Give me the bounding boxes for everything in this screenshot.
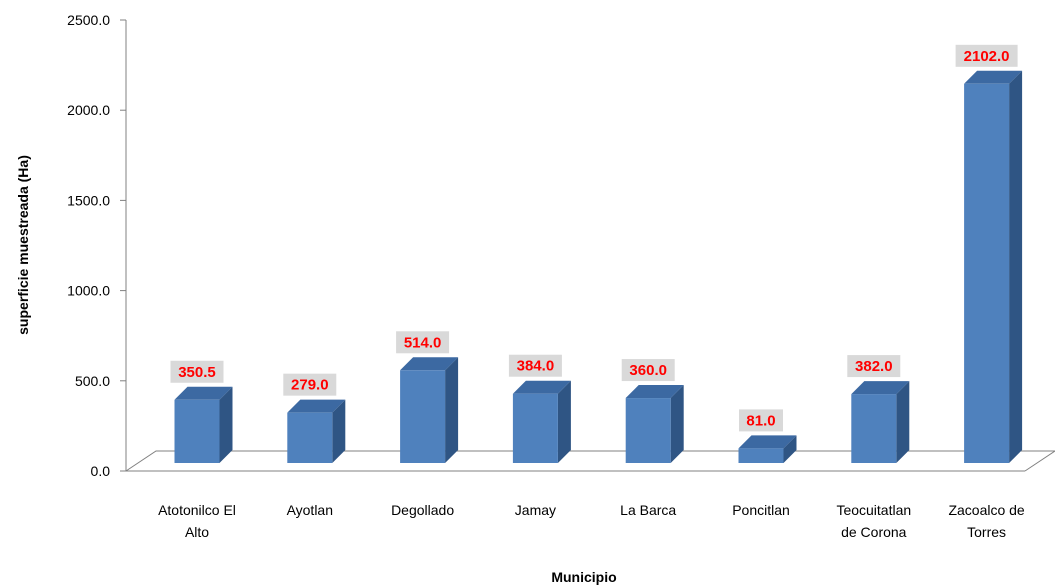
data-label: 350.5: [178, 364, 216, 381]
data-label-bg: [396, 331, 450, 354]
data-label: 2102.0: [964, 48, 1010, 65]
bar-top: [400, 357, 459, 371]
bar-side: [557, 380, 571, 463]
data-label-bg: [621, 359, 675, 382]
bar-top: [738, 435, 797, 449]
x-axis-title: Municipio: [551, 569, 616, 585]
y-tick-label: 2500.0: [67, 12, 110, 28]
x-tick-label: Atotonilco El: [158, 502, 236, 518]
data-label-bg: [739, 409, 783, 432]
y-tick-label: 1000.0: [67, 283, 110, 299]
data-label-bg: [170, 360, 224, 383]
y-axis-title: superficie muestreada (Ha): [15, 155, 31, 335]
data-label: 382.0: [855, 358, 893, 375]
data-label: 279.0: [291, 377, 329, 394]
bar-top: [174, 386, 233, 400]
data-label: 514.0: [404, 334, 442, 351]
bar: [287, 412, 333, 463]
y-tick-label: 500.0: [75, 373, 110, 389]
data-label: 81.0: [746, 412, 775, 429]
bar-top: [512, 380, 571, 394]
data-label-bg: [847, 355, 901, 378]
x-tick-label: Ayotlan: [287, 502, 333, 518]
bar-top: [625, 385, 684, 399]
bar-side: [445, 357, 459, 463]
bar-side: [896, 381, 910, 463]
data-label: 360.0: [629, 362, 667, 379]
floor-right-edge: [1024, 450, 1055, 472]
x-tick-label: de Corona: [841, 524, 907, 540]
bar-side: [783, 435, 797, 463]
bar: [964, 83, 1010, 464]
x-tick-label: Alto: [185, 524, 209, 540]
bar-side: [219, 386, 233, 463]
bar-side: [332, 399, 346, 463]
x-tick-label: La Barca: [620, 502, 676, 518]
x-tick-label: Teocuitatlan: [836, 502, 911, 518]
bar-side: [670, 385, 684, 463]
bar: [851, 394, 897, 463]
bar-top: [964, 70, 1023, 84]
y-tick-label: 0.0: [91, 463, 111, 479]
bar: [512, 393, 558, 463]
x-tick-label: Poncitlan: [732, 502, 790, 518]
y-tick-label: 2000.0: [67, 102, 110, 118]
bar: [174, 399, 220, 463]
data-label-bg: [283, 373, 337, 396]
bar: [400, 370, 446, 463]
data-label-bg: [955, 44, 1018, 67]
x-tick-label: Zacoalco de: [948, 502, 1024, 518]
bar: [625, 398, 671, 463]
x-tick-label: Degollado: [391, 502, 454, 518]
bar-top: [851, 381, 910, 395]
bar: [738, 448, 784, 463]
bar-top: [287, 399, 346, 413]
y-tick-label: 1500.0: [67, 192, 110, 208]
bar-side: [1009, 70, 1023, 464]
x-tick-label: Jamay: [515, 502, 556, 518]
floor-back-edge: [125, 450, 1055, 472]
x-tick-label: Torres: [967, 524, 1006, 540]
data-label: 384.0: [517, 358, 555, 375]
data-label-bg: [508, 354, 562, 377]
